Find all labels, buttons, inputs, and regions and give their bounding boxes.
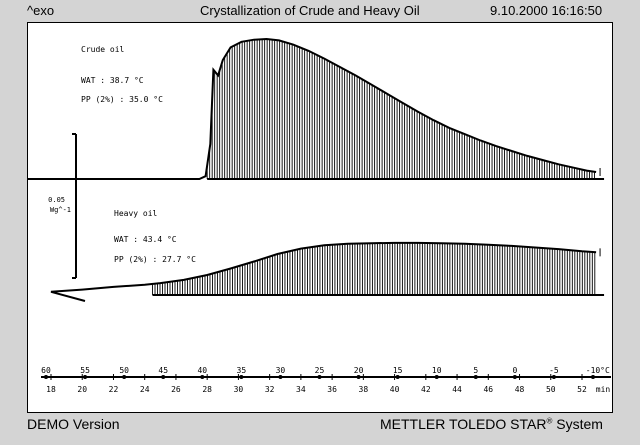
- series-label: Heavy oil: [114, 209, 158, 218]
- x-tick-label: 32: [265, 385, 275, 394]
- temperature-tick-label: 60: [41, 366, 51, 375]
- x-tick-label: 18: [46, 385, 56, 394]
- temperature-tick: [122, 375, 127, 379]
- series-heavy-oil: [50, 241, 605, 302]
- temperature-tick-label: 45: [158, 366, 168, 375]
- dsc-chart: Crude oil WAT : 38.7 °C PP (2%) : 35.0 °C H…: [28, 37, 611, 394]
- temperature-tick-label: 55: [80, 366, 90, 375]
- temperature-tick: [395, 375, 400, 379]
- temperature-axis-unit: °C: [600, 366, 610, 375]
- temperature-tick-label: -10: [586, 366, 601, 375]
- temperature-tick: [83, 375, 88, 379]
- x-tick-label: 40: [390, 385, 400, 394]
- x-tick-label: 42: [421, 385, 431, 394]
- x-tick-label: 24: [140, 385, 150, 394]
- exo-label: ^exo: [27, 3, 55, 18]
- series-annotation: WAT : 38.7 °C: [81, 76, 144, 85]
- system-label: System: [556, 416, 603, 432]
- x-tick-label: 22: [109, 385, 119, 394]
- temperature-tick: [239, 375, 244, 379]
- x-tick-label: 38: [359, 385, 369, 394]
- x-tick-label: 48: [515, 385, 525, 394]
- x-axis-unit: min: [596, 385, 611, 394]
- temperature-tick-label: 0: [512, 366, 517, 375]
- temperature-tick-label: 50: [119, 366, 129, 375]
- temperature-tick: [200, 375, 205, 379]
- x-tick-label: 46: [483, 385, 493, 394]
- temperature-tick: [473, 375, 478, 379]
- x-tick-label: 34: [296, 385, 306, 394]
- temperature-tick-label: -5: [549, 366, 559, 375]
- temperature-tick-label: 10: [432, 366, 442, 375]
- temperature-tick: [434, 375, 439, 379]
- temperature-tick: [591, 375, 595, 379]
- temperature-tick-label: 40: [197, 366, 207, 375]
- series-annotation: PP (2%) : 35.0 °C: [81, 95, 163, 104]
- x-tick-label: 52: [577, 385, 587, 394]
- chart-title: Crystallization of Crude and Heavy Oil: [200, 3, 420, 18]
- temperature-tick: [317, 375, 322, 379]
- x-tick-label: 26: [171, 385, 181, 394]
- series-crude-oil: [28, 37, 605, 180]
- brand-text: METTLER TOLEDO STAR: [380, 416, 547, 432]
- temperature-tick-label: 25: [315, 366, 325, 375]
- temperature-tick: [161, 375, 166, 379]
- temperature-tick-label: 35: [237, 366, 247, 375]
- temperature-tick-label: 5: [473, 366, 478, 375]
- temperature-tick-label: 30: [276, 366, 286, 375]
- x-tick-label: 36: [327, 385, 337, 394]
- x-tick-label: 20: [77, 385, 87, 394]
- temperature-tick-label: 20: [354, 366, 364, 375]
- series-curve: [28, 37, 597, 180]
- scale-bar-unit: Wg^-1: [50, 206, 71, 214]
- x-tick-label: 30: [234, 385, 244, 394]
- temperature-tick: [356, 375, 361, 379]
- temperature-tick-label: 15: [393, 366, 403, 375]
- series-label: Crude oil: [81, 45, 125, 54]
- series-annotation: WAT : 43.4 °C: [114, 235, 177, 244]
- temperature-tick: [551, 375, 556, 379]
- demo-version-label: DEMO Version: [27, 416, 120, 432]
- x-tick-label: 50: [546, 385, 556, 394]
- plot-area: Crude oil WAT : 38.7 °C PP (2%) : 35.0 °C H…: [27, 22, 613, 413]
- temperature-tick: [44, 375, 48, 379]
- x-tick-label: 44: [452, 385, 462, 394]
- x-tick-label: 28: [202, 385, 212, 394]
- datetime: 9.10.2000 16:16:50: [490, 3, 603, 18]
- temperature-tick: [278, 375, 283, 379]
- scale-bar-value: 0.05: [48, 196, 65, 204]
- series-curve: [50, 241, 597, 302]
- series-annotation: PP (2%) : 27.7 °C: [114, 255, 196, 264]
- mettler-toledo-logo: METTLER TOLEDO STAR® System: [380, 416, 603, 432]
- temperature-tick: [512, 375, 517, 379]
